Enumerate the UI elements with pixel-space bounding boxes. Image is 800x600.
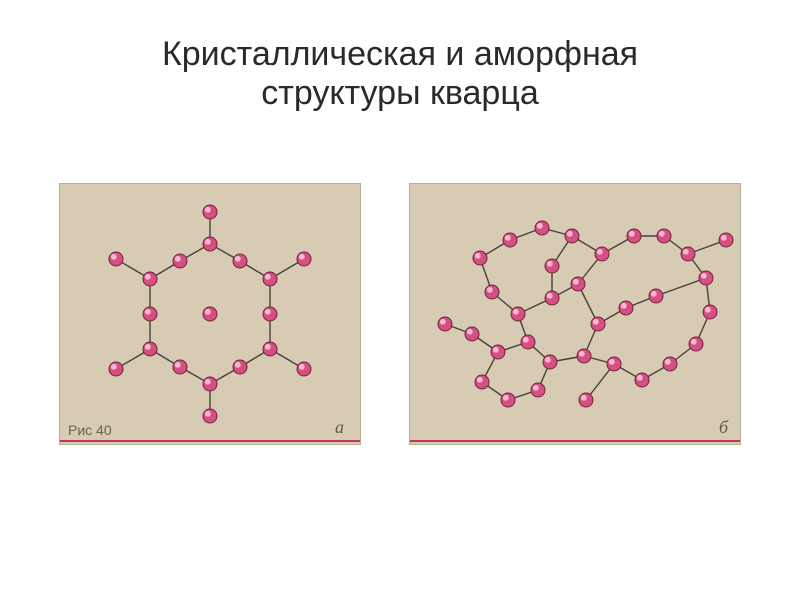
atom [465,327,479,341]
atom [511,307,525,321]
bond [656,278,706,296]
atom [635,373,649,387]
atom [203,409,217,423]
atom [577,349,591,363]
figure-ref: Рис 40 [68,422,112,438]
panels-row: Рис 40 а б [0,183,800,445]
crystalline-diagram [60,184,360,444]
atom [491,345,505,359]
atom [521,335,535,349]
atom [649,289,663,303]
atom [485,285,499,299]
baseline-rule [410,440,740,442]
atom [203,377,217,391]
atom [109,362,123,376]
atom [263,342,277,356]
atom [619,301,633,315]
atom [203,205,217,219]
atom [233,254,247,268]
title-line-1: Кристаллическая и аморфная [162,35,638,73]
atom [535,221,549,235]
atom [543,355,557,369]
atom [473,251,487,265]
atom [699,271,713,285]
page-title: Кристаллическая и аморфная структуры ква… [0,23,800,113]
atom [657,229,671,243]
atom [681,247,695,261]
panel-label-a: а [335,417,344,438]
atom [703,305,717,319]
title-line-2: структуры кварца [261,74,538,112]
atom [565,229,579,243]
atom [531,383,545,397]
atom [501,393,515,407]
baseline-rule [60,440,360,442]
panel-label-b: б [719,417,728,438]
atom [627,229,641,243]
atom [173,254,187,268]
atom [663,357,677,371]
atom [143,272,157,286]
atom [263,272,277,286]
atom [438,317,452,331]
panel-amorphous: б [409,183,741,445]
atom [109,252,123,266]
atom [595,247,609,261]
atom [579,393,593,407]
atom [607,357,621,371]
atom [475,375,489,389]
atom [143,342,157,356]
atom [719,233,733,247]
amorphous-diagram [410,184,740,444]
atom [263,307,277,321]
atom [173,360,187,374]
atom [203,237,217,251]
atom [545,259,559,273]
atom [689,337,703,351]
atom [503,233,517,247]
atom [591,317,605,331]
atom [297,362,311,376]
panel-crystalline: Рис 40 а [59,183,361,445]
atom [545,291,559,305]
atom [203,307,217,321]
atom [233,360,247,374]
atom [143,307,157,321]
atom [571,277,585,291]
atom [297,252,311,266]
